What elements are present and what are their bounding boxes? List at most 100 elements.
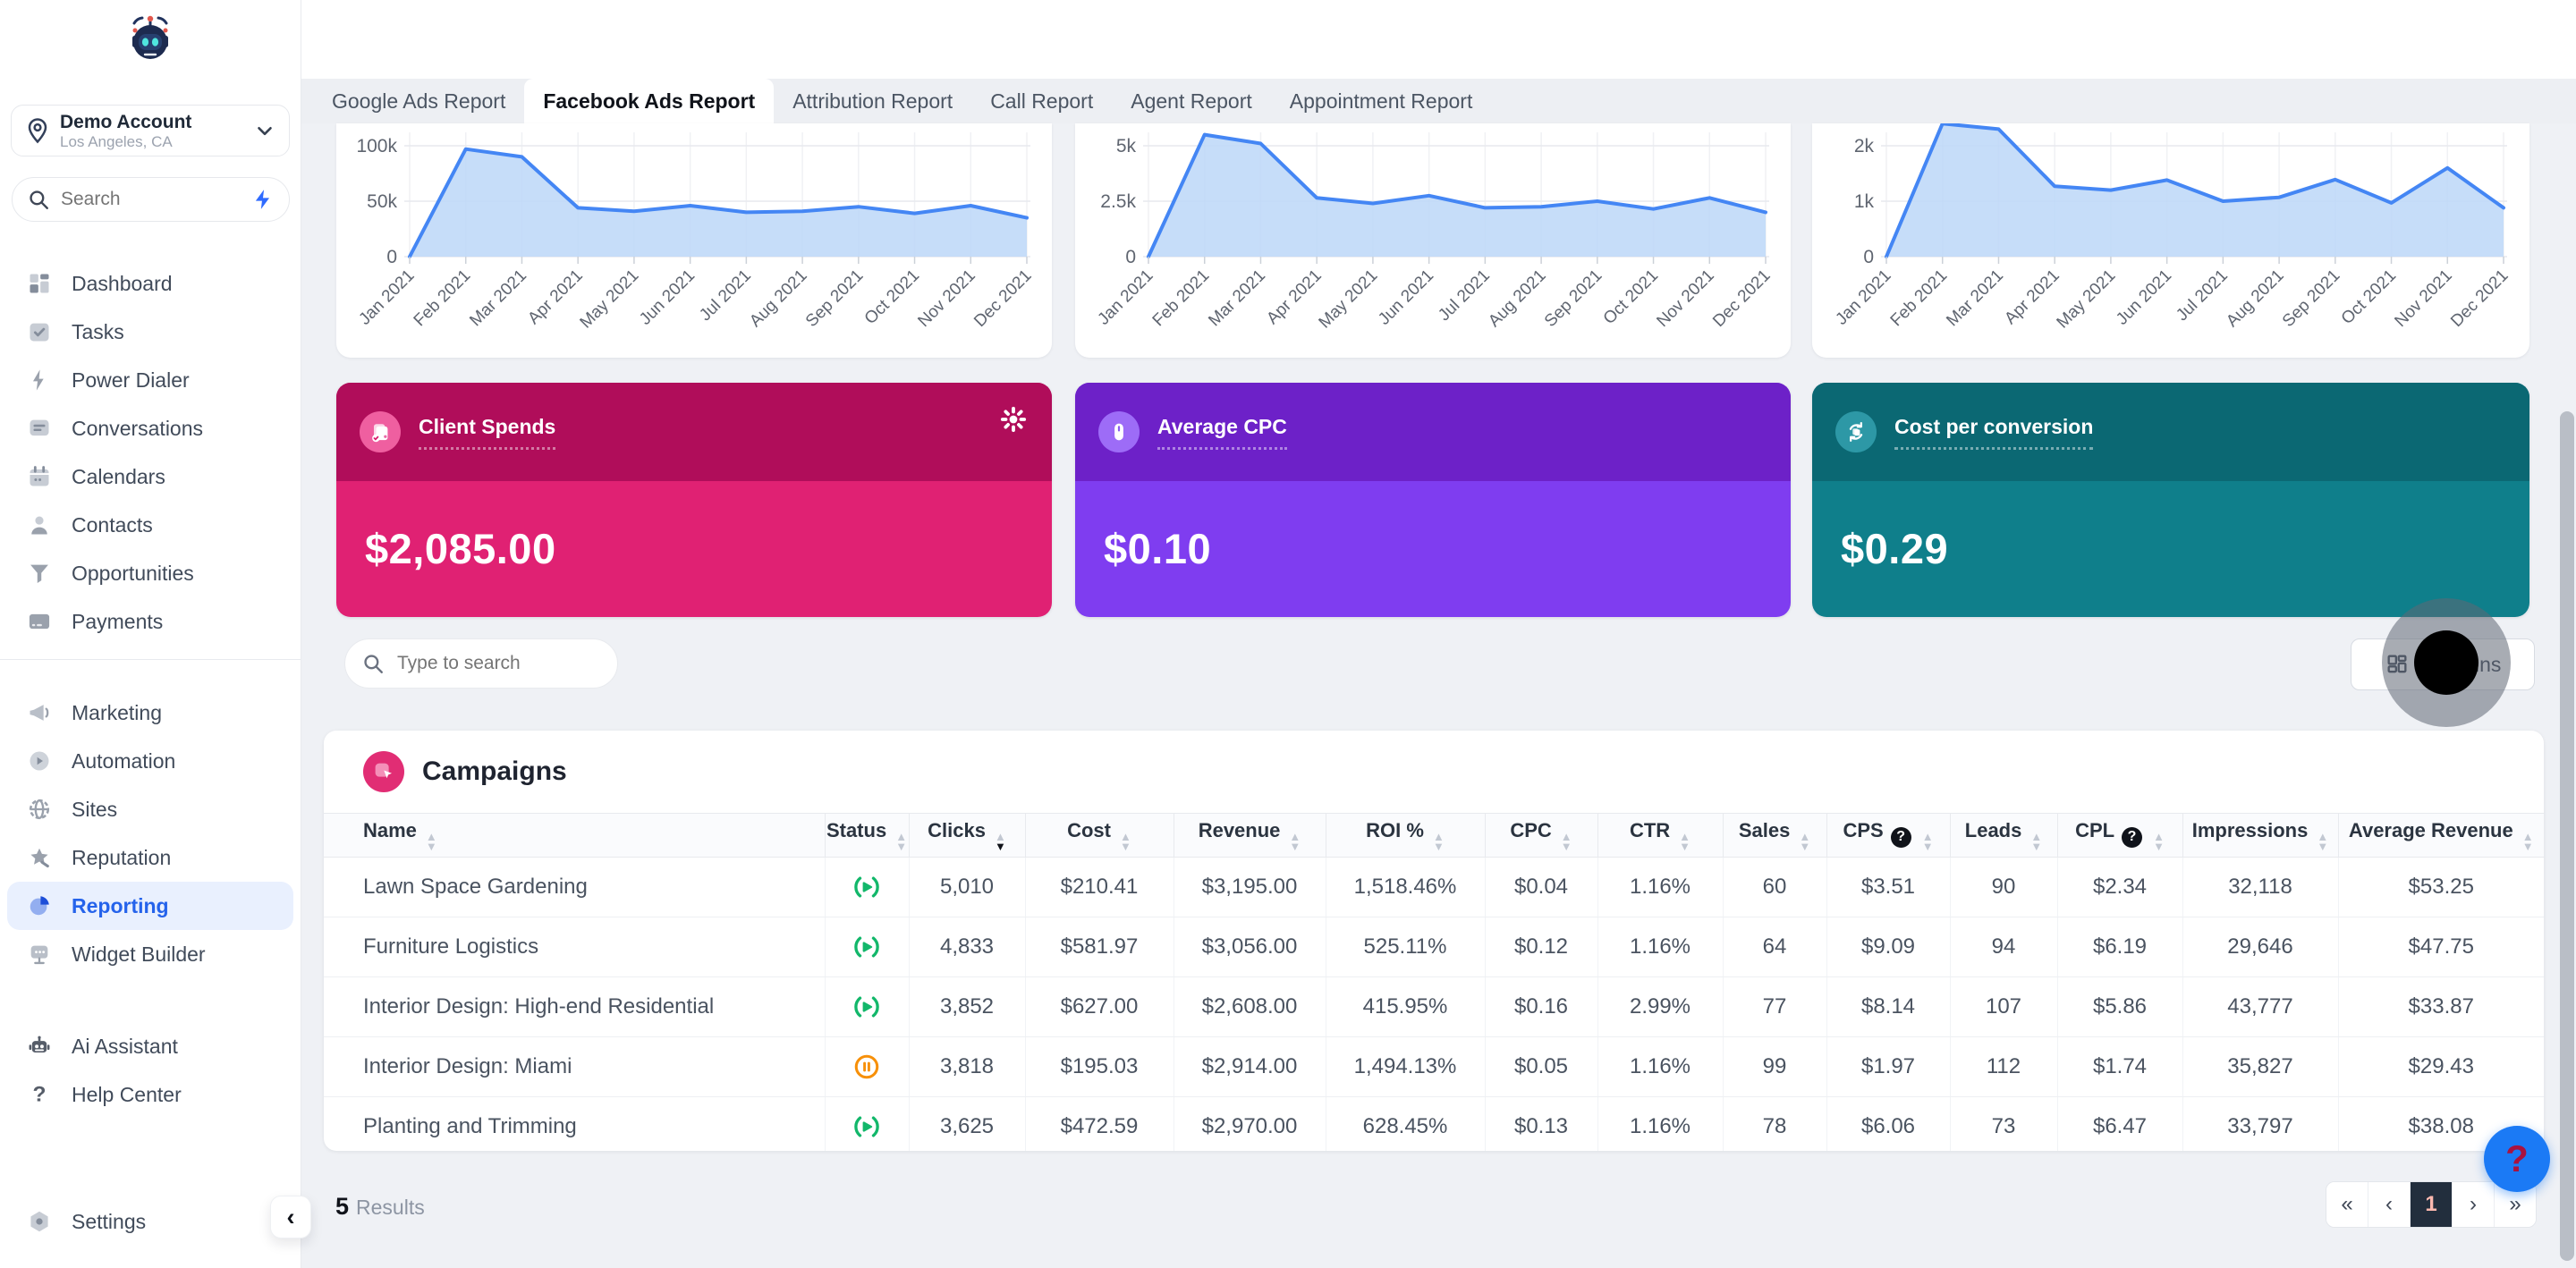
svg-text:Jul 2021: Jul 2021	[1435, 266, 1494, 325]
sidebar-item-widget-builder[interactable]: Widget Builder	[0, 930, 301, 978]
sidebar-item-reputation[interactable]: Reputation	[0, 833, 301, 882]
campaign-name-cell[interactable]: Interior Design: High-end Residential	[324, 976, 826, 1037]
account-switcher[interactable]: Demo Account Los Angeles, CA	[11, 105, 290, 156]
campaign-value-cell: $0.12	[1485, 917, 1598, 977]
campaign-name-cell[interactable]: Planting and Trimming	[324, 1096, 826, 1151]
svg-text:50k: 50k	[367, 191, 397, 212]
sidebar-item-calendars[interactable]: Calendars	[0, 452, 301, 501]
table-row[interactable]: Furniture Logistics 4,833 $581.97 $3,056.00…	[324, 917, 2544, 977]
sync-icon	[1849, 422, 1863, 442]
campaign-value-cell: 3,818	[909, 1036, 1026, 1097]
campaign-name-cell[interactable]: Interior Design: Miami	[324, 1036, 826, 1097]
svg-text:100k: 100k	[356, 136, 397, 156]
campaign-value-cell: 5,010	[909, 857, 1026, 917]
sidebar-item-dashboard[interactable]: Dashboard	[0, 259, 301, 308]
column-header-ctr[interactable]: CTR ▲ ▼	[1597, 813, 1724, 858]
sidebar-item-sites[interactable]: Sites	[0, 785, 301, 833]
sidebar-item-tasks[interactable]: Tasks	[0, 308, 301, 356]
sidebar-collapse-button[interactable]: ‹	[270, 1196, 311, 1238]
sidebar-item-contacts[interactable]: Contacts	[0, 501, 301, 549]
campaign-status-cell	[825, 976, 910, 1037]
svg-text:Sep 2021: Sep 2021	[802, 266, 867, 331]
column-header-sales[interactable]: Sales ▲ ▼	[1723, 813, 1827, 858]
sidebar-search-input[interactable]	[59, 188, 242, 211]
table-row[interactable]: Interior Design: High-end Residential 3,8…	[324, 976, 2544, 1037]
campaign-value-cell: $0.05	[1485, 1036, 1598, 1097]
sort-arrows-icon: ▲ ▼	[1679, 830, 1691, 853]
svg-text:Nov 2021: Nov 2021	[1653, 266, 1717, 331]
svg-text:2.5k: 2.5k	[1100, 191, 1136, 212]
campaign-name-cell[interactable]: Lawn Space Gardening	[324, 857, 826, 917]
column-header-name[interactable]: Name ▲ ▼	[324, 813, 826, 858]
page-1-button[interactable]: 1	[2411, 1182, 2453, 1227]
sidebar-item-automation[interactable]: Automation	[0, 737, 301, 785]
campaign-value-cell: 112	[1950, 1036, 2058, 1097]
column-header-cpl[interactable]: CPL? ▲ ▼	[2057, 813, 2183, 858]
campaign-value-cell: $33.87	[2338, 976, 2544, 1037]
sidebar-item-opportunities[interactable]: Opportunities	[0, 549, 301, 597]
column-header-average-revenue[interactable]: Average Revenue ▲ ▼	[2338, 813, 2544, 858]
sidebar-item-ai-assistant[interactable]: Ai Assistant	[0, 1022, 301, 1070]
sidebar-search[interactable]	[12, 177, 290, 222]
sidebar-item-conversations[interactable]: Conversations	[0, 404, 301, 452]
campaign-value-cell: 60	[1723, 857, 1827, 917]
column-header-clicks[interactable]: Clicks ▲ ▼	[909, 813, 1026, 858]
campaign-value-cell: $9.09	[1826, 917, 1951, 977]
metric-card-average-cpc: Average CPC $0.10	[1075, 383, 1791, 617]
chat-icon	[30, 419, 49, 436]
column-header-roi[interactable]: ROI % ▲ ▼	[1326, 813, 1486, 858]
next-page-button[interactable]: ›	[2453, 1182, 2495, 1227]
tab-google-ads-report[interactable]: Google Ads Report	[332, 89, 506, 113]
sidebar-item-marketing[interactable]: Marketing	[0, 689, 301, 737]
help-widget-button[interactable]: ?	[2484, 1126, 2550, 1192]
svg-text:1k: 1k	[1854, 191, 1875, 212]
status-active-icon	[854, 876, 879, 898]
sidebar-item-power-dialer[interactable]: Power Dialer	[0, 356, 301, 404]
info-icon[interactable]: ?	[2122, 826, 2143, 848]
column-header-leads[interactable]: Leads ▲ ▼	[1950, 813, 2058, 858]
column-header-impressions[interactable]: Impressions ▲ ▼	[2182, 813, 2339, 858]
chart-card-1: 0 50k 100k Jan 2021 Feb 2021 Mar 2021 Apr 2021…	[336, 123, 1052, 358]
table-search-input[interactable]	[395, 652, 601, 675]
column-header-cost[interactable]: Cost ▲ ▼	[1025, 813, 1174, 858]
column-header-revenue[interactable]: Revenue ▲ ▼	[1174, 813, 1326, 858]
table-search[interactable]	[344, 638, 618, 689]
campaign-value-cell: $1.74	[2057, 1036, 2183, 1097]
campaigns-header: Campaigns	[324, 731, 2544, 813]
sidebar-menu-secondary: Marketing Automation Sites Reputation Report…	[0, 689, 301, 978]
campaign-value-cell: 1,494.13%	[1326, 1036, 1486, 1097]
table-row[interactable]: Lawn Space Gardening 5,010 $210.41 $3,195.0…	[324, 857, 2544, 917]
tab-facebook-ads-report[interactable]: Facebook Ads Report	[524, 79, 775, 123]
table-row[interactable]: Planting and Trimming 3,625 $472.59 $2,970.…	[324, 1096, 2544, 1151]
prev-page-button[interactable]: ‹	[2368, 1182, 2411, 1227]
campaign-value-cell: 1.16%	[1597, 1036, 1724, 1097]
tab-call-report[interactable]: Call Report	[990, 89, 1094, 113]
sidebar-item-reporting[interactable]: Reporting	[7, 882, 293, 930]
sort-arrows-icon: ▲ ▼	[1799, 830, 1811, 853]
svg-text:5k: 5k	[1116, 136, 1137, 156]
svg-text:?: ?	[33, 1083, 47, 1107]
column-header-cpc[interactable]: CPC ▲ ▼	[1485, 813, 1598, 858]
column-header-cps[interactable]: CPS? ▲ ▼	[1826, 813, 1951, 858]
table-row[interactable]: Interior Design: Miami 3,818 $195.03 $2,914…	[324, 1036, 2544, 1097]
column-header-status[interactable]: Status ▲ ▼	[825, 813, 910, 858]
tab-attribution-report[interactable]: Attribution Report	[792, 89, 953, 113]
campaign-name-cell[interactable]: Furniture Logistics	[324, 917, 826, 977]
info-icon[interactable]: ?	[1890, 826, 1911, 848]
quick-actions-bolt-icon[interactable]	[251, 188, 275, 211]
app-logo	[122, 9, 179, 66]
metric-card-client-spends: Client Spends $2,085.00	[336, 383, 1052, 617]
sidebar-item-payments[interactable]: Payments	[0, 597, 301, 646]
campaign-value-cell: $6.47	[2057, 1096, 2183, 1151]
dialer-icon	[33, 369, 44, 391]
svg-text:Sep 2021: Sep 2021	[1541, 266, 1606, 331]
sidebar-item-settings[interactable]: Settings	[0, 1197, 301, 1246]
scrollbar-thumb[interactable]	[2560, 411, 2574, 1261]
tab-appointment-report[interactable]: Appointment Report	[1289, 89, 1473, 113]
sidebar-item-help-center[interactable]: ? Help Center	[0, 1070, 301, 1119]
cursor-dot	[2414, 630, 2479, 695]
card-settings-gear-icon[interactable]	[998, 404, 1029, 435]
tab-agent-report[interactable]: Agent Report	[1131, 89, 1252, 113]
first-page-button[interactable]: «	[2326, 1182, 2368, 1227]
campaign-value-cell: $2,914.00	[1174, 1036, 1326, 1097]
